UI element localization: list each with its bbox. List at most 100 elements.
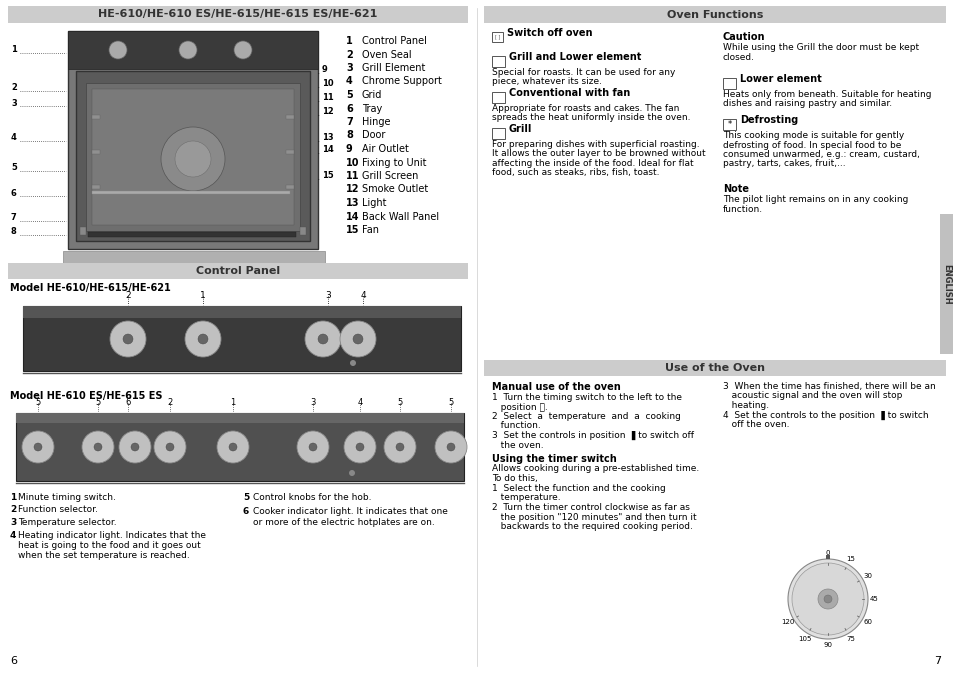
Bar xyxy=(492,56,504,67)
Text: Caution: Caution xyxy=(722,32,764,42)
Text: Control Panel: Control Panel xyxy=(195,266,280,276)
Text: 1  Turn the timing switch to the left to the: 1 Turn the timing switch to the left to … xyxy=(492,393,681,402)
Circle shape xyxy=(229,443,236,451)
Bar xyxy=(492,92,504,103)
Text: 2  Select  a  temperature  and  a  cooking: 2 Select a temperature and a cooking xyxy=(492,412,680,421)
Text: 30: 30 xyxy=(862,573,871,579)
Text: Temperature selector.: Temperature selector. xyxy=(18,518,116,527)
Text: 15: 15 xyxy=(322,171,334,181)
Text: 11: 11 xyxy=(322,94,334,102)
Bar xyxy=(68,31,317,69)
Text: 6: 6 xyxy=(125,398,131,407)
Text: 7: 7 xyxy=(346,117,353,127)
Text: Appropriate for roasts and cakes. The fan: Appropriate for roasts and cakes. The fa… xyxy=(492,104,679,113)
Text: Chrome Support: Chrome Support xyxy=(361,77,441,86)
Circle shape xyxy=(161,127,225,191)
Text: Switch off oven: Switch off oven xyxy=(506,28,592,38)
Text: Fan: Fan xyxy=(361,225,378,235)
Text: The pilot light remains on in any cooking: The pilot light remains on in any cookin… xyxy=(722,195,907,204)
Text: Grill and Lower element: Grill and Lower element xyxy=(509,52,640,62)
Text: acoustic signal and the oven will stop: acoustic signal and the oven will stop xyxy=(722,392,902,400)
Text: Allows cooking during a pre-established time.: Allows cooking during a pre-established … xyxy=(492,464,699,473)
Text: Smoke Outlet: Smoke Outlet xyxy=(361,185,428,195)
Text: To do this,: To do this, xyxy=(492,474,537,483)
Text: Hinge: Hinge xyxy=(361,117,390,127)
Text: 1: 1 xyxy=(10,493,16,502)
Bar xyxy=(722,78,735,89)
Circle shape xyxy=(435,431,467,463)
Text: 7: 7 xyxy=(11,214,17,222)
Text: 15: 15 xyxy=(845,556,855,562)
Bar xyxy=(825,555,829,559)
Text: Cooker indicator light. It indicates that one: Cooker indicator light. It indicates tha… xyxy=(253,508,447,516)
Circle shape xyxy=(353,334,363,344)
Text: 2: 2 xyxy=(10,506,16,514)
Text: Back Wall Panel: Back Wall Panel xyxy=(361,212,438,222)
Circle shape xyxy=(384,431,416,463)
Bar xyxy=(286,115,294,119)
Text: 2: 2 xyxy=(167,398,172,407)
Text: Lower element: Lower element xyxy=(740,74,821,84)
Text: 13: 13 xyxy=(322,133,334,142)
Text: 10: 10 xyxy=(346,158,359,168)
Text: 11: 11 xyxy=(346,171,359,181)
Text: 14: 14 xyxy=(346,212,359,222)
Text: For preparing dishes with superficial roasting.: For preparing dishes with superficial ro… xyxy=(492,140,699,149)
Circle shape xyxy=(216,431,249,463)
Circle shape xyxy=(447,443,455,451)
Text: Function selector.: Function selector. xyxy=(18,506,98,514)
Bar xyxy=(23,306,460,371)
Text: temperature.: temperature. xyxy=(492,493,560,503)
Text: 3: 3 xyxy=(346,63,353,73)
Text: heat is going to the food and it goes out: heat is going to the food and it goes ou… xyxy=(18,541,200,550)
Circle shape xyxy=(791,563,863,635)
Text: 4: 4 xyxy=(11,133,17,142)
Text: 3  Set the controls in position ▐ to switch off: 3 Set the controls in position ▐ to swit… xyxy=(492,431,693,440)
Circle shape xyxy=(34,443,42,451)
Circle shape xyxy=(817,589,837,609)
Text: 3: 3 xyxy=(10,518,16,527)
Text: 5: 5 xyxy=(11,164,17,173)
Text: 2  Turn the timer control clockwise as far as: 2 Turn the timer control clockwise as fa… xyxy=(492,503,689,512)
Text: 75: 75 xyxy=(845,636,855,642)
Circle shape xyxy=(94,443,102,451)
Text: 10: 10 xyxy=(322,80,334,88)
Text: 120: 120 xyxy=(781,619,794,625)
Text: or more of the electric hotplates are on.: or more of the electric hotplates are on… xyxy=(253,518,435,527)
Text: 1: 1 xyxy=(200,291,206,300)
Text: 12: 12 xyxy=(346,185,359,195)
Bar xyxy=(286,185,294,189)
Text: ENGLISH: ENGLISH xyxy=(942,264,950,305)
Circle shape xyxy=(344,431,375,463)
Text: 1: 1 xyxy=(230,398,235,407)
Bar xyxy=(483,6,945,23)
Text: Heating indicator light. Indicates that the: Heating indicator light. Indicates that … xyxy=(18,530,206,539)
Text: Fixing to Unit: Fixing to Unit xyxy=(361,158,426,168)
Text: Light: Light xyxy=(361,198,386,208)
Text: 6: 6 xyxy=(346,104,353,113)
Circle shape xyxy=(317,334,328,344)
Bar xyxy=(91,150,100,154)
Text: Model HE-610/HE-615/HE-621: Model HE-610/HE-615/HE-621 xyxy=(10,283,171,293)
Bar xyxy=(91,89,294,225)
Text: Manual use of the oven: Manual use of the oven xyxy=(492,382,620,392)
Text: Door: Door xyxy=(361,131,385,140)
Circle shape xyxy=(350,360,355,366)
Text: 3: 3 xyxy=(325,291,331,300)
Text: when the set temperature is reached.: when the set temperature is reached. xyxy=(18,551,190,561)
Text: 9: 9 xyxy=(322,65,328,75)
Circle shape xyxy=(109,41,127,59)
Text: consumed unwarmed, e.g.: cream, custard,: consumed unwarmed, e.g.: cream, custard, xyxy=(722,150,919,159)
Text: Oven Functions: Oven Functions xyxy=(666,9,762,20)
Text: It allows the outer layer to be browned without: It allows the outer layer to be browned … xyxy=(492,150,705,158)
Text: heating.: heating. xyxy=(722,401,768,410)
Circle shape xyxy=(174,141,211,177)
Text: 4: 4 xyxy=(360,291,365,300)
Bar xyxy=(88,232,295,237)
Text: 90: 90 xyxy=(822,642,832,648)
Text: Note: Note xyxy=(722,184,748,194)
Text: [ ]: [ ] xyxy=(495,34,499,40)
Text: affecting the inside of the food. Ideal for flat: affecting the inside of the food. Ideal … xyxy=(492,159,693,168)
Text: 8: 8 xyxy=(11,228,17,237)
Text: 45: 45 xyxy=(869,596,878,602)
